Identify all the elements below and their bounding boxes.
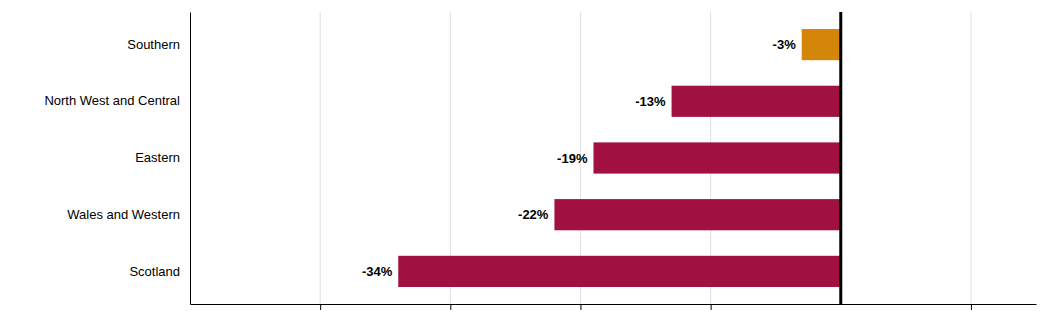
- data-label: -3%: [773, 37, 797, 52]
- y-axis: Scotland Wales and Western Eastern North We…: [44, 13, 190, 305]
- y-tick: Southern: [127, 37, 190, 52]
- bar: [672, 86, 841, 117]
- y-tick: Scotland: [129, 264, 190, 279]
- x-axis: [191, 304, 1037, 310]
- x-axis-line: [191, 304, 1037, 305]
- x-tick-mark: [450, 304, 451, 310]
- y-tick: North West and Central: [44, 93, 190, 108]
- x-tick-mark: [320, 304, 321, 310]
- y-tick-label: Southern: [127, 37, 180, 52]
- x-tick-mark: [580, 304, 581, 310]
- bars: [398, 12, 841, 304]
- data-labels: -34% -22% -19% -13% -3%: [362, 37, 796, 279]
- plot: Scotland Wales and Western Eastern North We…: [44, 12, 1036, 310]
- data-label: -34%: [362, 264, 393, 279]
- grid-line: [320, 12, 321, 304]
- y-tick-label: Eastern: [135, 150, 180, 165]
- data-label: -22%: [518, 207, 549, 222]
- bar: [802, 29, 841, 60]
- y-axis-line: [190, 13, 191, 305]
- x-tick-mark: [711, 304, 712, 310]
- bar: [593, 142, 840, 173]
- y-tick-label: North West and Central: [44, 93, 180, 108]
- zero-line: [839, 12, 842, 304]
- data-label: -19%: [557, 151, 588, 166]
- y-tick-label: Wales and Western: [67, 207, 180, 222]
- x-tick: [320, 304, 321, 310]
- bar: [398, 256, 841, 287]
- bar: [554, 199, 840, 230]
- data-label: -13%: [635, 94, 666, 109]
- x-tick: [450, 304, 451, 310]
- y-tick: Wales and Western: [67, 207, 190, 222]
- grid: [320, 12, 971, 304]
- y-tick: Eastern: [135, 150, 190, 165]
- x-tick-mark: [971, 304, 972, 310]
- x-tick: [711, 304, 712, 310]
- x-tick: [971, 304, 972, 310]
- y-tick-label: Scotland: [129, 264, 180, 279]
- x-tick: [580, 304, 581, 310]
- chart: Scotland Wales and Western Eastern North We…: [0, 0, 1060, 326]
- grid-line: [970, 12, 971, 304]
